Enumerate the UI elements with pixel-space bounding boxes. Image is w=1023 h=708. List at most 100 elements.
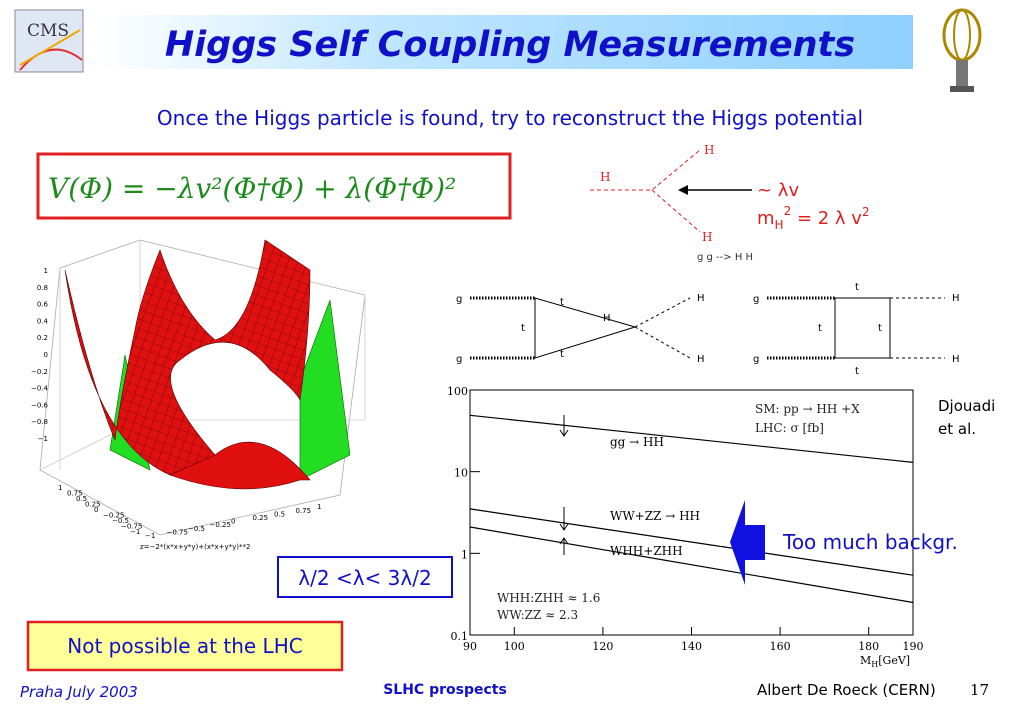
z-tick-label: −1 bbox=[38, 435, 48, 443]
arrow-note: Too much backgr. bbox=[782, 530, 958, 554]
x-tick-label: −0.5 bbox=[188, 525, 205, 533]
x-tick-label: −0.25 bbox=[210, 521, 231, 529]
surface-plot bbox=[39, 239, 366, 536]
x-tick-label: 180 bbox=[858, 640, 879, 653]
vertex-label: H bbox=[702, 230, 712, 244]
feynman-label: H bbox=[697, 293, 705, 304]
coupling: ~ λv bbox=[757, 180, 799, 201]
feynman-label: H bbox=[952, 354, 960, 365]
sup: 2 bbox=[862, 205, 870, 219]
footer-author: Albert De Roeck (CERN) bbox=[757, 681, 936, 699]
y-tick-label: −0.25 bbox=[103, 512, 124, 520]
x-tick-label: 140 bbox=[681, 640, 702, 653]
subtitle: Once the Higgs particle is found, try to… bbox=[157, 106, 863, 130]
title: Higgs Self Coupling Measurements bbox=[165, 25, 855, 65]
feynman-label: t bbox=[878, 323, 882, 334]
z-tick-label: −0.8 bbox=[31, 418, 48, 426]
surface-red bbox=[169, 441, 311, 490]
mass-relation: mH2 = 2 λ v2 bbox=[757, 204, 870, 232]
y-tick-label: 0.25 bbox=[85, 501, 101, 509]
x-tick-label: −0.75 bbox=[167, 528, 188, 536]
x-tick-label: 0.75 bbox=[296, 507, 312, 515]
x-tick-label: 90 bbox=[463, 640, 477, 653]
detector-icon bbox=[942, 8, 982, 92]
y-tick-label: −1 bbox=[130, 528, 140, 536]
logo-track bbox=[19, 29, 81, 66]
y-tick-label: 10 bbox=[454, 467, 468, 480]
y-tick-label: 1 bbox=[461, 548, 468, 561]
annotation: WHH:ZHH ≈ 1.6 bbox=[497, 591, 600, 605]
feynman-label: t bbox=[521, 323, 525, 334]
surface-labels: 10.80.60.40.20−0.2−0.4−0.6−0.8−110.750.5… bbox=[31, 267, 321, 540]
feynman-label: g bbox=[456, 354, 462, 365]
y-tick-label: 1 bbox=[58, 484, 62, 492]
footer-page: 17 bbox=[970, 681, 989, 699]
annotation: LHC: σ [fb] bbox=[755, 421, 824, 435]
conclusion: Not possible at the LHC bbox=[67, 634, 302, 658]
footer-place: Praha July 2003 bbox=[20, 683, 138, 701]
z-tick-label: 0.2 bbox=[37, 334, 48, 342]
x-tick-label: 100 bbox=[504, 640, 525, 653]
feynman-label: H bbox=[603, 313, 611, 324]
x-label-part: [GeV] bbox=[878, 654, 910, 667]
x-tick-label: 0.5 bbox=[274, 510, 285, 518]
feynman-label: t bbox=[818, 323, 822, 334]
z-tick-label: 0.4 bbox=[37, 317, 49, 325]
footer-topic: SLHC prospects bbox=[383, 682, 507, 698]
y-tick-label: 0 bbox=[94, 506, 98, 514]
series-line bbox=[469, 414, 914, 463]
formula: V(Φ) = −λv²(Φ†Φ) + λ(Φ†Φ)² bbox=[48, 172, 456, 205]
feynman-label: g bbox=[753, 294, 759, 305]
y-tick-label: 0.75 bbox=[67, 490, 83, 498]
y-tick-label: 0.1 bbox=[451, 630, 469, 643]
vertex-label: H bbox=[600, 170, 610, 184]
lambda-box bbox=[277, 556, 453, 598]
z-tick-label: 0.8 bbox=[37, 284, 48, 292]
conclusion-box bbox=[26, 620, 344, 672]
surface-formula: z=−2*(x*x+y*y)+(x*x+y*y)**2 bbox=[140, 543, 250, 551]
z-tick-label: 1 bbox=[44, 267, 48, 275]
x-label-part: H bbox=[871, 660, 878, 669]
series-line bbox=[469, 526, 914, 604]
x-axis-label: MH[GeV] bbox=[860, 654, 910, 669]
feynman-labels: g g t t t H H Hg g t t t t H H bbox=[456, 282, 960, 377]
m: m bbox=[757, 208, 775, 229]
feynman-label: H bbox=[697, 354, 705, 365]
vertex-lines bbox=[590, 149, 701, 233]
citation: et al. bbox=[938, 420, 976, 438]
x-tick-label: −1 bbox=[145, 532, 155, 540]
process: g g --> H H bbox=[697, 252, 753, 263]
formula-box bbox=[36, 152, 512, 220]
feynman-label: t bbox=[855, 366, 859, 377]
lambda-range: λ/2 <λ< 3λ/2 bbox=[298, 566, 431, 590]
feynman-label: H bbox=[952, 293, 960, 304]
cms-logo: CMS bbox=[14, 9, 84, 73]
x-label-part: M bbox=[860, 654, 871, 667]
x-tick-label: 160 bbox=[770, 640, 791, 653]
x-tick-label: 1 bbox=[317, 503, 321, 511]
z-tick-label: 0.6 bbox=[37, 301, 49, 309]
series-label: WHH+ZHH bbox=[610, 544, 683, 558]
z-tick-label: −0.2 bbox=[31, 368, 48, 376]
eq: = 2 λ v bbox=[791, 208, 862, 229]
plot-frame bbox=[469, 389, 914, 636]
logo-track bbox=[19, 48, 83, 71]
y-tick-label: 0.5 bbox=[76, 495, 87, 503]
x-tick-label: 0 bbox=[231, 518, 235, 526]
surface-mesh bbox=[65, 240, 310, 475]
feynman-label: g bbox=[753, 354, 759, 365]
annotation: WW:ZZ ≈ 2.3 bbox=[497, 608, 578, 622]
series-line bbox=[469, 508, 914, 576]
feynman-label: t bbox=[855, 282, 859, 293]
citation: Djouadi bbox=[938, 397, 995, 415]
series-label: gg → HH bbox=[610, 435, 664, 449]
logo-text: CMS bbox=[27, 21, 69, 41]
z-tick-label: −0.4 bbox=[31, 385, 49, 393]
y-tick-label: 100 bbox=[447, 385, 468, 398]
x-tick-label: 0.25 bbox=[253, 514, 269, 522]
x-tick-label: 120 bbox=[592, 640, 613, 653]
big-arrow bbox=[730, 500, 765, 585]
plot-arrows bbox=[559, 415, 569, 555]
